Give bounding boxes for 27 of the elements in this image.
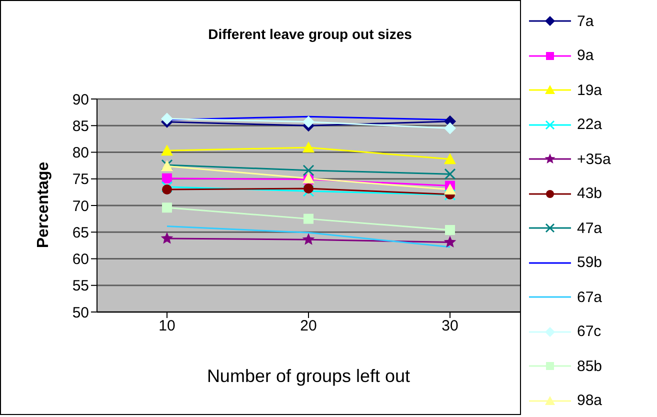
- y-tick-label: 55: [72, 278, 89, 295]
- y-tick-label: 50: [72, 304, 89, 322]
- y-tick-label: 90: [72, 91, 89, 108]
- legend-label: 22a: [577, 116, 602, 134]
- legend-label: 7a: [577, 12, 594, 30]
- y-tick-label: 75: [72, 171, 89, 188]
- x-tick-label: 20: [300, 318, 317, 335]
- legend-label: 19a: [577, 82, 602, 99]
- legend-label: 9a: [577, 47, 594, 64]
- x-tick-label: 30: [442, 318, 458, 335]
- y-tick-label: 70: [72, 198, 89, 215]
- legend-label: 67a: [577, 288, 602, 306]
- legend-label: 67c: [577, 323, 602, 340]
- y-axis-title: Percentage: [35, 162, 53, 248]
- x-axis-title: Number of groups left out: [206, 366, 412, 387]
- x-tick-label: 10: [158, 318, 176, 335]
- legend-label: 47a: [577, 220, 602, 237]
- y-tick-label: 65: [72, 224, 89, 242]
- legend-label: 98a: [577, 392, 602, 410]
- legend-label: 43b: [577, 185, 602, 202]
- legend-label: +35a: [577, 150, 611, 168]
- legend-label: 59b: [577, 254, 602, 272]
- legend-label: 85b: [577, 358, 602, 375]
- y-tick-label: 60: [72, 251, 89, 268]
- chart-title: Different leave group out sizes: [207, 26, 413, 42]
- y-tick-label: 80: [72, 144, 89, 162]
- y-tick-label: 85: [72, 118, 89, 135]
